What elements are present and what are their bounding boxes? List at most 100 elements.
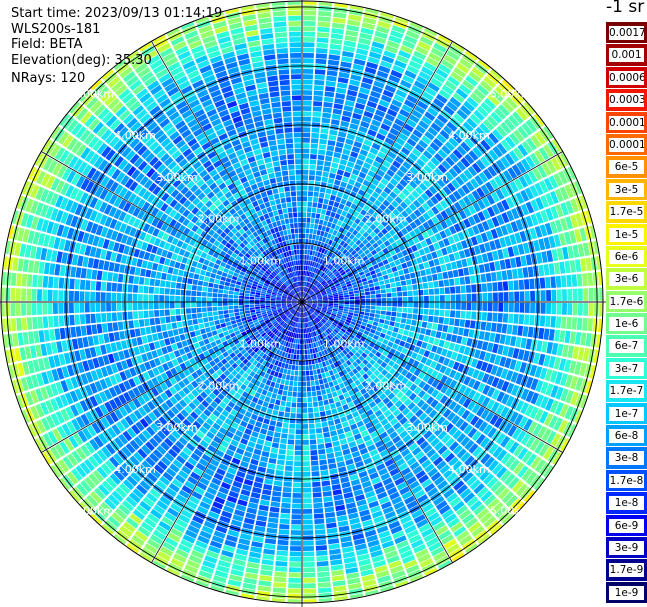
ppi-gate-cell bbox=[291, 524, 302, 530]
ppi-gate-cell bbox=[391, 123, 402, 132]
ppi-gate-cell bbox=[441, 348, 448, 357]
ppi-gate-cell bbox=[312, 331, 315, 337]
ppi-gate-cell bbox=[548, 263, 555, 275]
ppi-gate-cell bbox=[334, 418, 341, 425]
ppi-gate-cell bbox=[319, 278, 324, 284]
ppi-gate-cell bbox=[294, 327, 297, 333]
ppi-gate-cell bbox=[443, 279, 450, 287]
ppi-gate-cell bbox=[418, 296, 424, 302]
ppi-gate-cell bbox=[320, 214, 325, 220]
ppi-gate-cell bbox=[440, 374, 448, 384]
ppi-gate-cell bbox=[343, 556, 357, 564]
ppi-gate-cell bbox=[588, 287, 594, 301]
ppi-gate-cell bbox=[378, 128, 388, 136]
ppi-gate-cell bbox=[588, 348, 595, 363]
ppi-gate-cell bbox=[543, 446, 554, 460]
ppi-gate-cell bbox=[307, 282, 310, 288]
ppi-gate-cell bbox=[437, 272, 443, 280]
ppi-gate-cell bbox=[273, 582, 287, 588]
ppi-gate-cell bbox=[181, 340, 188, 347]
ppi-gate-cell bbox=[322, 491, 332, 497]
ppi-gate-cell bbox=[395, 317, 401, 323]
ppi-gate-cell bbox=[326, 289, 332, 293]
ppi-gate-cell bbox=[376, 463, 386, 471]
ppi-gate-cell bbox=[539, 367, 548, 380]
ppi-gate-cell bbox=[383, 357, 391, 364]
ppi-gate-cell bbox=[549, 400, 559, 414]
ppi-gate-cell bbox=[413, 308, 419, 314]
ppi-gate-cell bbox=[428, 541, 442, 552]
ppi-gate-cell bbox=[500, 156, 511, 169]
ppi-gate-cell bbox=[335, 174, 343, 181]
ppi-gate-cell bbox=[473, 504, 486, 516]
ppi-gate-cell bbox=[390, 316, 396, 322]
ppi-gate-cell bbox=[209, 321, 215, 327]
ppi-gate-cell bbox=[369, 231, 377, 238]
ppi-gate-cell bbox=[315, 336, 319, 342]
ppi-gate-cell bbox=[296, 413, 302, 419]
ppi-gate-cell bbox=[308, 290, 313, 295]
ppi-gate-cell bbox=[395, 89, 407, 99]
ppi-gate-cell bbox=[315, 58, 327, 65]
ppi-gate-cell bbox=[374, 268, 381, 274]
ppi-gate-cell bbox=[583, 303, 589, 316]
ppi-gate-cell bbox=[344, 299, 350, 302]
ppi-gate-cell bbox=[312, 313, 316, 318]
ppi-gate-cell bbox=[414, 105, 426, 115]
ppi-gate-cell bbox=[571, 317, 578, 330]
ppi-gate-cell bbox=[466, 338, 473, 347]
ppi-gate-cell bbox=[309, 327, 312, 333]
ppi-gate-cell bbox=[353, 141, 363, 148]
ppi-gate-cell bbox=[456, 62, 470, 74]
ppi-gate-cell bbox=[463, 387, 472, 397]
ppi-gate-cell bbox=[308, 309, 313, 314]
ppi-gate-cell bbox=[328, 258, 333, 264]
ppi-gate-cell bbox=[455, 129, 467, 140]
ppi-gate-cell bbox=[328, 306, 333, 309]
ppi-gate-cell bbox=[404, 495, 416, 505]
ppi-gate-cell bbox=[365, 295, 371, 299]
ppi-gate-cell bbox=[382, 89, 394, 98]
ppi-gate-cell bbox=[361, 574, 375, 582]
ppi-gate-cell bbox=[271, 393, 277, 399]
ppi-gate-cell bbox=[352, 316, 358, 320]
ppi-gate-cell bbox=[491, 90, 504, 103]
ppi-gate-cell bbox=[365, 589, 379, 596]
ppi-gate-cell bbox=[133, 319, 140, 328]
ppi-gate-cell bbox=[350, 151, 359, 158]
ppi-gate-cell bbox=[529, 406, 539, 419]
ppi-gate-cell bbox=[260, 456, 269, 463]
ppi-gate-cell bbox=[302, 116, 311, 122]
ppi-gate-cell bbox=[509, 498, 522, 512]
ppi-gate-cell bbox=[290, 530, 302, 536]
ppi-gate-cell bbox=[429, 142, 440, 152]
ppi-gate-cell bbox=[254, 476, 264, 484]
ppi-gate-cell bbox=[273, 404, 280, 411]
ppi-gate-cell bbox=[543, 264, 550, 276]
ppi-gate-cell bbox=[530, 392, 540, 405]
ppi-gate-cell bbox=[231, 563, 245, 572]
ppi-gate-cell bbox=[540, 290, 546, 301]
ppi-gate-cell bbox=[299, 312, 301, 318]
ppi-gate-cell bbox=[543, 237, 551, 250]
ppi-gate-cell bbox=[339, 319, 345, 324]
ppi-gate-cell bbox=[314, 186, 320, 192]
ppi-gate-cell bbox=[287, 444, 294, 450]
ppi-gate-cell bbox=[439, 129, 451, 140]
ppi-gate-cell bbox=[176, 321, 183, 328]
ppi-gate-cell bbox=[296, 349, 300, 355]
ppi-gate-cell bbox=[307, 300, 312, 302]
ppi-gate-cell bbox=[307, 299, 312, 301]
ppi-gate-cell bbox=[520, 337, 527, 349]
ppi-gate-cell bbox=[317, 305, 323, 308]
ppi-gate-cell bbox=[365, 305, 371, 309]
ppi-gate-cell bbox=[274, 475, 283, 481]
ppi-gate-cell bbox=[396, 286, 402, 292]
ppi-gate-cell bbox=[362, 373, 369, 380]
ppi-gate-cell bbox=[574, 361, 582, 375]
ppi-gate-cell bbox=[497, 281, 503, 291]
ppi-gate-cell bbox=[567, 166, 576, 180]
ppi-gate-cell bbox=[316, 208, 322, 214]
ppi-gate-cell bbox=[321, 350, 326, 356]
ppi-gate-cell bbox=[304, 281, 307, 287]
